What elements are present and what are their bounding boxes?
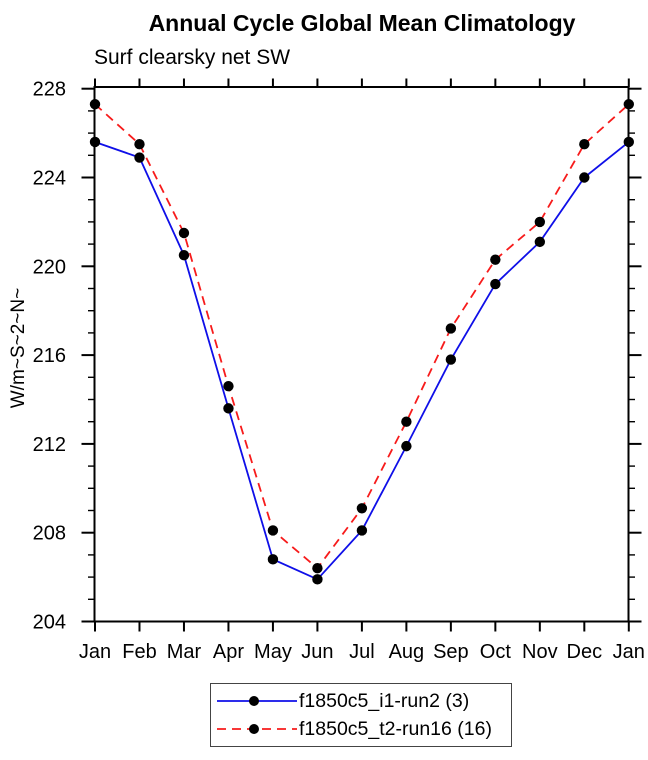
legend-line-sample-0	[217, 696, 297, 706]
legend-line-sample-1	[217, 724, 297, 734]
x-tick-label: Oct	[480, 641, 512, 663]
legend-entry-series-1: f1850c5_t2-run16 (16)	[217, 715, 511, 743]
series-0-marker	[534, 236, 546, 248]
legend-entry-series-0: f1850c5_i1-run2 (3)	[217, 687, 511, 715]
x-tick-label: Nov	[522, 641, 558, 663]
plot-frame	[93, 86, 630, 623]
series-1-marker	[401, 416, 412, 427]
x-tick-label: Jan	[613, 641, 645, 663]
series-1-marker	[356, 503, 368, 514]
x-tick-label: Mar	[167, 641, 202, 663]
x-tick-label: May	[254, 641, 292, 663]
series-1-marker	[445, 323, 457, 334]
x-tick-label: Feb	[122, 641, 156, 663]
y-tick-label: 220	[33, 256, 66, 278]
series-0-marker	[623, 136, 634, 148]
series-0-marker	[356, 525, 368, 536]
y-tick-label: 224	[33, 168, 66, 190]
y-tick-label: 228	[33, 79, 66, 101]
y-tick-label: 204	[33, 612, 66, 634]
x-tick-label: Jan	[79, 641, 111, 663]
axis-ticks: 204 208 212 216 220 224 228 Jan Feb Mar Apr May Jun J…	[33, 78, 645, 663]
chart-title: Annual Cycle Global Mean Climatology	[148, 10, 576, 36]
series-1-marker	[490, 254, 501, 265]
series-1-marker	[134, 139, 145, 150]
legend-box: f1850c5_i1-run2 (3) f1850c5_t2-run16 (16…	[210, 683, 512, 747]
series-0-marker	[223, 403, 234, 414]
y-tick-label: 212	[33, 434, 66, 456]
x-tick-label: Dec	[567, 641, 603, 663]
series-1-marker	[579, 139, 590, 150]
y-tick-label: 208	[33, 523, 66, 545]
series-1-marker	[534, 216, 546, 228]
x-tick-label: Jun	[301, 641, 333, 663]
series-0-marker	[267, 554, 279, 565]
series-0-marker	[134, 152, 145, 163]
x-tick-label: Aug	[389, 641, 425, 663]
series-1-marker	[312, 563, 323, 574]
legend-label-series-0: f1850c5_i1-run2 (3)	[299, 689, 470, 712]
series-0-marker	[312, 574, 323, 585]
y-tick-label: 216	[33, 345, 66, 367]
chart-subtitle: Surf clearsky net SW	[94, 46, 291, 69]
series-0-marker	[178, 250, 190, 261]
x-tick-label: Jul	[349, 641, 375, 663]
series-0-marker	[89, 136, 101, 148]
plot-svg: 204 208 212 216 220 224 228 Jan Feb Mar Apr May Jun J…	[33, 78, 645, 663]
series-0-marker	[490, 278, 501, 290]
x-tick-label: Sep	[433, 641, 469, 663]
legend-label-series-1: f1850c5_t2-run16 (16)	[299, 717, 492, 740]
series-1-marker	[223, 380, 234, 392]
series-1-marker	[623, 99, 634, 110]
series-0-marker	[579, 172, 590, 183]
series-1-marker	[267, 525, 279, 536]
series-1-marker	[89, 99, 101, 110]
series-1-marker	[178, 227, 190, 239]
series-0-marker	[401, 440, 412, 452]
series-0-marker	[445, 354, 457, 365]
series-line-1	[94, 103, 630, 570]
x-tick-label: Apr	[213, 641, 244, 663]
